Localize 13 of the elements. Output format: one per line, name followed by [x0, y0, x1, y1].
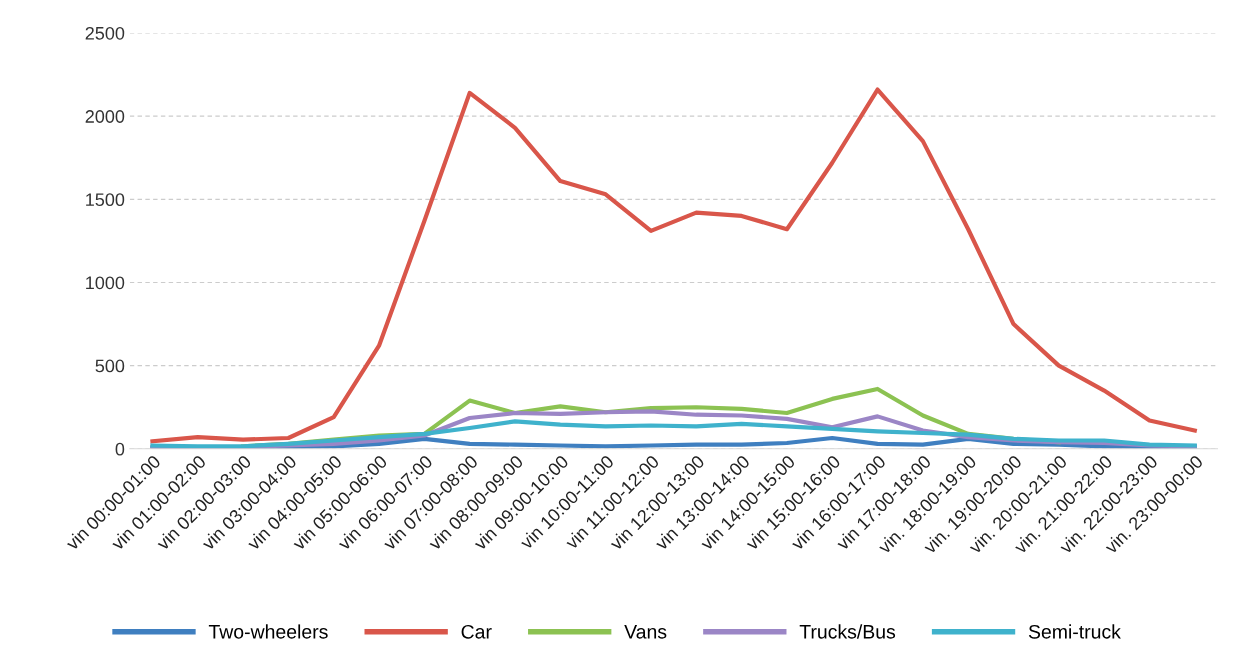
- y-tick-label: 2500: [85, 26, 125, 40]
- legend-label: Semi-truck: [1028, 624, 1121, 639]
- y-tick-label: 0: [115, 442, 125, 456]
- y-tick-label: 1000: [86, 276, 125, 290]
- line-series: [150, 87, 1197, 444]
- y-tick-label: 500: [95, 359, 125, 373]
- line-series: [150, 419, 1197, 449]
- legend-label: Trucks/Bus: [799, 624, 896, 639]
- legend-label: Vans: [624, 625, 667, 639]
- legend-label: Two-wheelers: [208, 624, 328, 639]
- legend-label: Car: [461, 624, 492, 639]
- y-tick-label: 2000: [85, 110, 125, 123]
- y-tick-label: 1500: [86, 193, 125, 207]
